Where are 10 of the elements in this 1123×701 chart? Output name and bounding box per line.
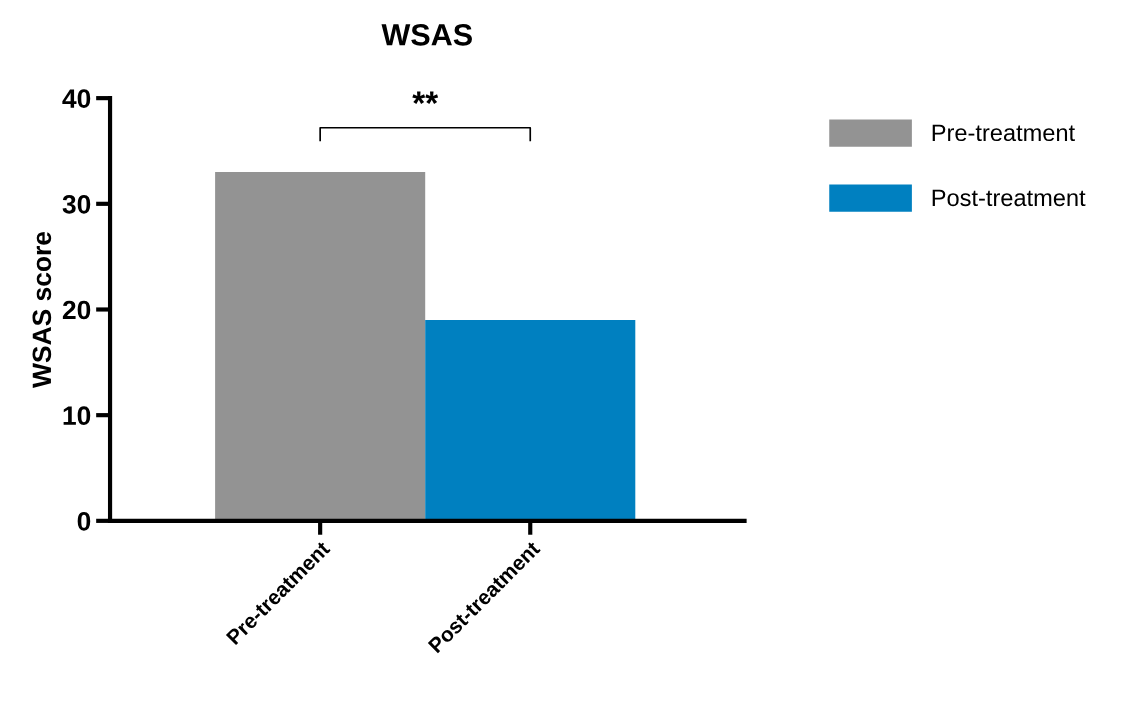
- annotation: **: [412, 91, 439, 104]
- y-tick-label: 20: [62, 300, 91, 320]
- y-tick-label: 30: [62, 194, 91, 214]
- y-axis-title: WSAS score: [32, 231, 52, 388]
- chart-title: WSAS: [381, 24, 472, 46]
- legend-label: Pre-treatment: [932, 124, 1075, 142]
- legend-label: Post-treatment: [932, 189, 1086, 207]
- y-tick-label: 0: [77, 511, 91, 531]
- y-tick-label: 10: [63, 406, 91, 425]
- y-tick-label: 40: [62, 89, 91, 108]
